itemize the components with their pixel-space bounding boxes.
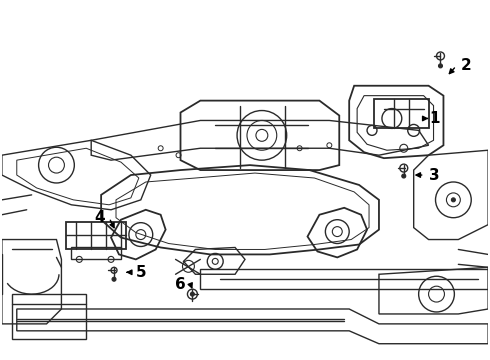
- Bar: [66, 222, 126, 249]
- Circle shape: [439, 64, 442, 68]
- Text: 4: 4: [94, 210, 104, 225]
- Text: 3: 3: [429, 167, 440, 183]
- Text: 2: 2: [461, 58, 472, 73]
- Text: 1: 1: [429, 111, 440, 126]
- Text: 5: 5: [136, 265, 146, 280]
- Bar: [374, 99, 429, 129]
- Circle shape: [112, 277, 116, 281]
- Circle shape: [451, 198, 455, 202]
- Text: 6: 6: [175, 277, 186, 292]
- Bar: [72, 247, 121, 260]
- Circle shape: [191, 292, 195, 296]
- Circle shape: [402, 174, 406, 178]
